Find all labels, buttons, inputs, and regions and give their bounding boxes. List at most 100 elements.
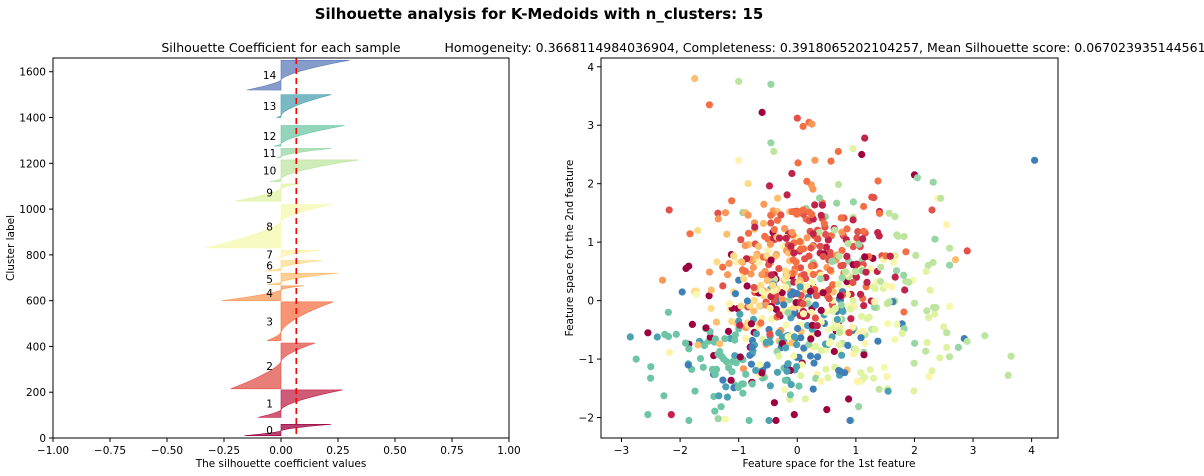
scatter-point bbox=[946, 261, 954, 269]
scatter-point bbox=[752, 366, 760, 374]
scatter-point bbox=[778, 289, 786, 297]
scatter-x-tick-label: 0 bbox=[794, 445, 801, 457]
scatter-point bbox=[884, 320, 892, 328]
scatter-point bbox=[924, 261, 932, 269]
scatter-point bbox=[858, 312, 866, 320]
silhouette-y-ticks: 0 200 400 600 800 1000 1200 1400 1600 bbox=[19, 67, 53, 445]
scatter-point bbox=[799, 300, 807, 308]
silhouette-x-tick-label: 0.25 bbox=[326, 445, 349, 457]
scatter-point bbox=[876, 209, 884, 217]
scatter-point bbox=[806, 287, 815, 295]
scatter-point bbox=[886, 252, 894, 260]
scatter-point bbox=[923, 307, 931, 315]
scatter-point bbox=[838, 246, 846, 254]
scatter-point bbox=[1004, 371, 1012, 379]
scatter-x-tick-label: −1 bbox=[731, 445, 746, 457]
scatter-point bbox=[923, 338, 931, 346]
scatter-point bbox=[750, 296, 758, 305]
silhouette-band-1 bbox=[258, 389, 343, 418]
scatter-point bbox=[719, 263, 727, 271]
scatter-point bbox=[861, 253, 869, 261]
scatter-point bbox=[799, 122, 807, 130]
scatter-y-axis-label: Feature space for the 2nd feature bbox=[564, 160, 576, 337]
cluster-label-0: 0 bbox=[266, 425, 273, 437]
scatter-point bbox=[835, 328, 844, 336]
scatter-point bbox=[686, 230, 694, 238]
scatter-point bbox=[796, 264, 805, 272]
scatter-point bbox=[844, 341, 852, 349]
scatter-point bbox=[787, 381, 795, 389]
scatter-point bbox=[900, 232, 908, 241]
scatter-point bbox=[811, 314, 820, 322]
scatter-point bbox=[841, 369, 849, 377]
scatter-point bbox=[816, 242, 824, 250]
scatter-point bbox=[756, 361, 764, 369]
scatter-point bbox=[871, 326, 879, 334]
scatter-point bbox=[685, 416, 693, 425]
scatter-point bbox=[775, 329, 783, 337]
cluster-label-13: 13 bbox=[263, 101, 276, 113]
scatter-point bbox=[769, 287, 778, 295]
scatter-point bbox=[672, 330, 680, 338]
scatter-point bbox=[836, 292, 844, 300]
cluster-label-4: 4 bbox=[266, 288, 273, 300]
scatter-x-tick-label: 4 bbox=[1028, 445, 1035, 457]
scatter-point bbox=[885, 298, 893, 306]
scatter-point bbox=[724, 327, 733, 335]
scatter-point bbox=[931, 310, 939, 318]
scatter-point bbox=[943, 221, 951, 229]
scatter-point bbox=[707, 286, 715, 294]
scatter-point bbox=[754, 258, 763, 266]
scatter-point bbox=[796, 245, 805, 253]
scatter-point bbox=[844, 240, 852, 248]
scatter-point bbox=[849, 296, 857, 305]
scatter-point bbox=[692, 290, 701, 298]
scatter-point bbox=[808, 278, 817, 286]
scatter-point bbox=[741, 242, 749, 250]
scatter-point bbox=[814, 235, 822, 243]
scatter-plot-title: Homogeneity: 0.3668114984036904, Complet… bbox=[445, 40, 1204, 55]
scatter-point bbox=[849, 145, 857, 153]
scatter-point bbox=[814, 353, 822, 361]
scatter-point bbox=[707, 304, 715, 312]
scatter-point bbox=[734, 383, 742, 391]
scatter-point bbox=[790, 208, 798, 216]
silhouette-x-tick-label: 0.00 bbox=[269, 445, 292, 457]
scatter-x-tick-label: 2 bbox=[911, 445, 918, 457]
scatter-point bbox=[860, 227, 868, 235]
scatter-point bbox=[838, 274, 846, 282]
scatter-point bbox=[764, 246, 772, 254]
scatter-point bbox=[796, 283, 804, 291]
scatter-point bbox=[782, 321, 791, 329]
scatter-point bbox=[855, 240, 863, 248]
scatter-point bbox=[815, 194, 824, 202]
scatter-point bbox=[811, 201, 819, 209]
scatter-point bbox=[833, 315, 842, 324]
scatter-point bbox=[744, 229, 753, 237]
scatter-point bbox=[874, 337, 882, 345]
scatter-point bbox=[866, 366, 874, 374]
silhouette-y-tick-label: 600 bbox=[26, 296, 46, 308]
scatter-point bbox=[664, 332, 673, 341]
scatter-point bbox=[747, 270, 755, 278]
scatter-point bbox=[874, 177, 882, 185]
scatter-point bbox=[665, 206, 673, 214]
scatter-point bbox=[781, 225, 789, 233]
scatter-point bbox=[937, 194, 945, 202]
scatter-y-tick-label: 2 bbox=[587, 179, 594, 191]
scatter-point bbox=[800, 271, 808, 279]
scatter-point bbox=[714, 350, 722, 358]
scatter-point bbox=[748, 380, 756, 388]
scatter-point bbox=[853, 260, 861, 268]
scatter-point bbox=[691, 387, 699, 395]
scatter-point bbox=[632, 355, 640, 363]
scatter-point bbox=[807, 262, 815, 270]
scatter-point bbox=[901, 286, 909, 294]
scatter-point bbox=[765, 416, 773, 425]
scatter-point bbox=[783, 191, 791, 199]
scatter-y-tick-label: −2 bbox=[579, 413, 594, 425]
scatter-point bbox=[861, 339, 869, 347]
scatter-point bbox=[910, 299, 919, 307]
scatter-point bbox=[839, 307, 847, 315]
scatter-y-tick-label: 0 bbox=[587, 296, 594, 308]
